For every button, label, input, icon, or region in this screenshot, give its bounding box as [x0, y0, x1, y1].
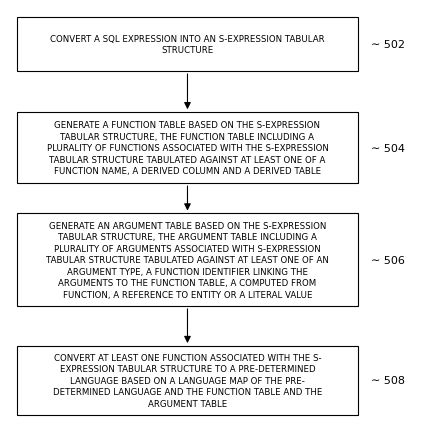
Text: ∼ 508: ∼ 508 [371, 375, 405, 386]
Text: ∼ 506: ∼ 506 [371, 255, 405, 265]
Text: GENERATE AN ARGUMENT TABLE BASED ON THE S-EXPRESSION
TABULAR STRUCTURE, THE ARGU: GENERATE AN ARGUMENT TABLE BASED ON THE … [46, 221, 329, 299]
Text: CONVERT A SQL EXPRESSION INTO AN S-EXPRESSION TABULAR
STRUCTURE: CONVERT A SQL EXPRESSION INTO AN S-EXPRE… [50, 35, 325, 55]
Text: GENERATE A FUNCTION TABLE BASED ON THE S-EXPRESSION
TABULAR STRUCTURE, THE FUNCT: GENERATE A FUNCTION TABLE BASED ON THE S… [47, 121, 328, 176]
Text: ∼ 502: ∼ 502 [371, 40, 405, 50]
Bar [17, 18, 358, 72]
Bar [17, 214, 358, 306]
Text: ∼ 504: ∼ 504 [371, 143, 405, 154]
Bar [17, 113, 358, 184]
Bar [17, 346, 358, 415]
Text: CONVERT AT LEAST ONE FUNCTION ASSOCIATED WITH THE S-
EXPRESSION TABULAR STRUCTUR: CONVERT AT LEAST ONE FUNCTION ASSOCIATED… [53, 353, 322, 408]
